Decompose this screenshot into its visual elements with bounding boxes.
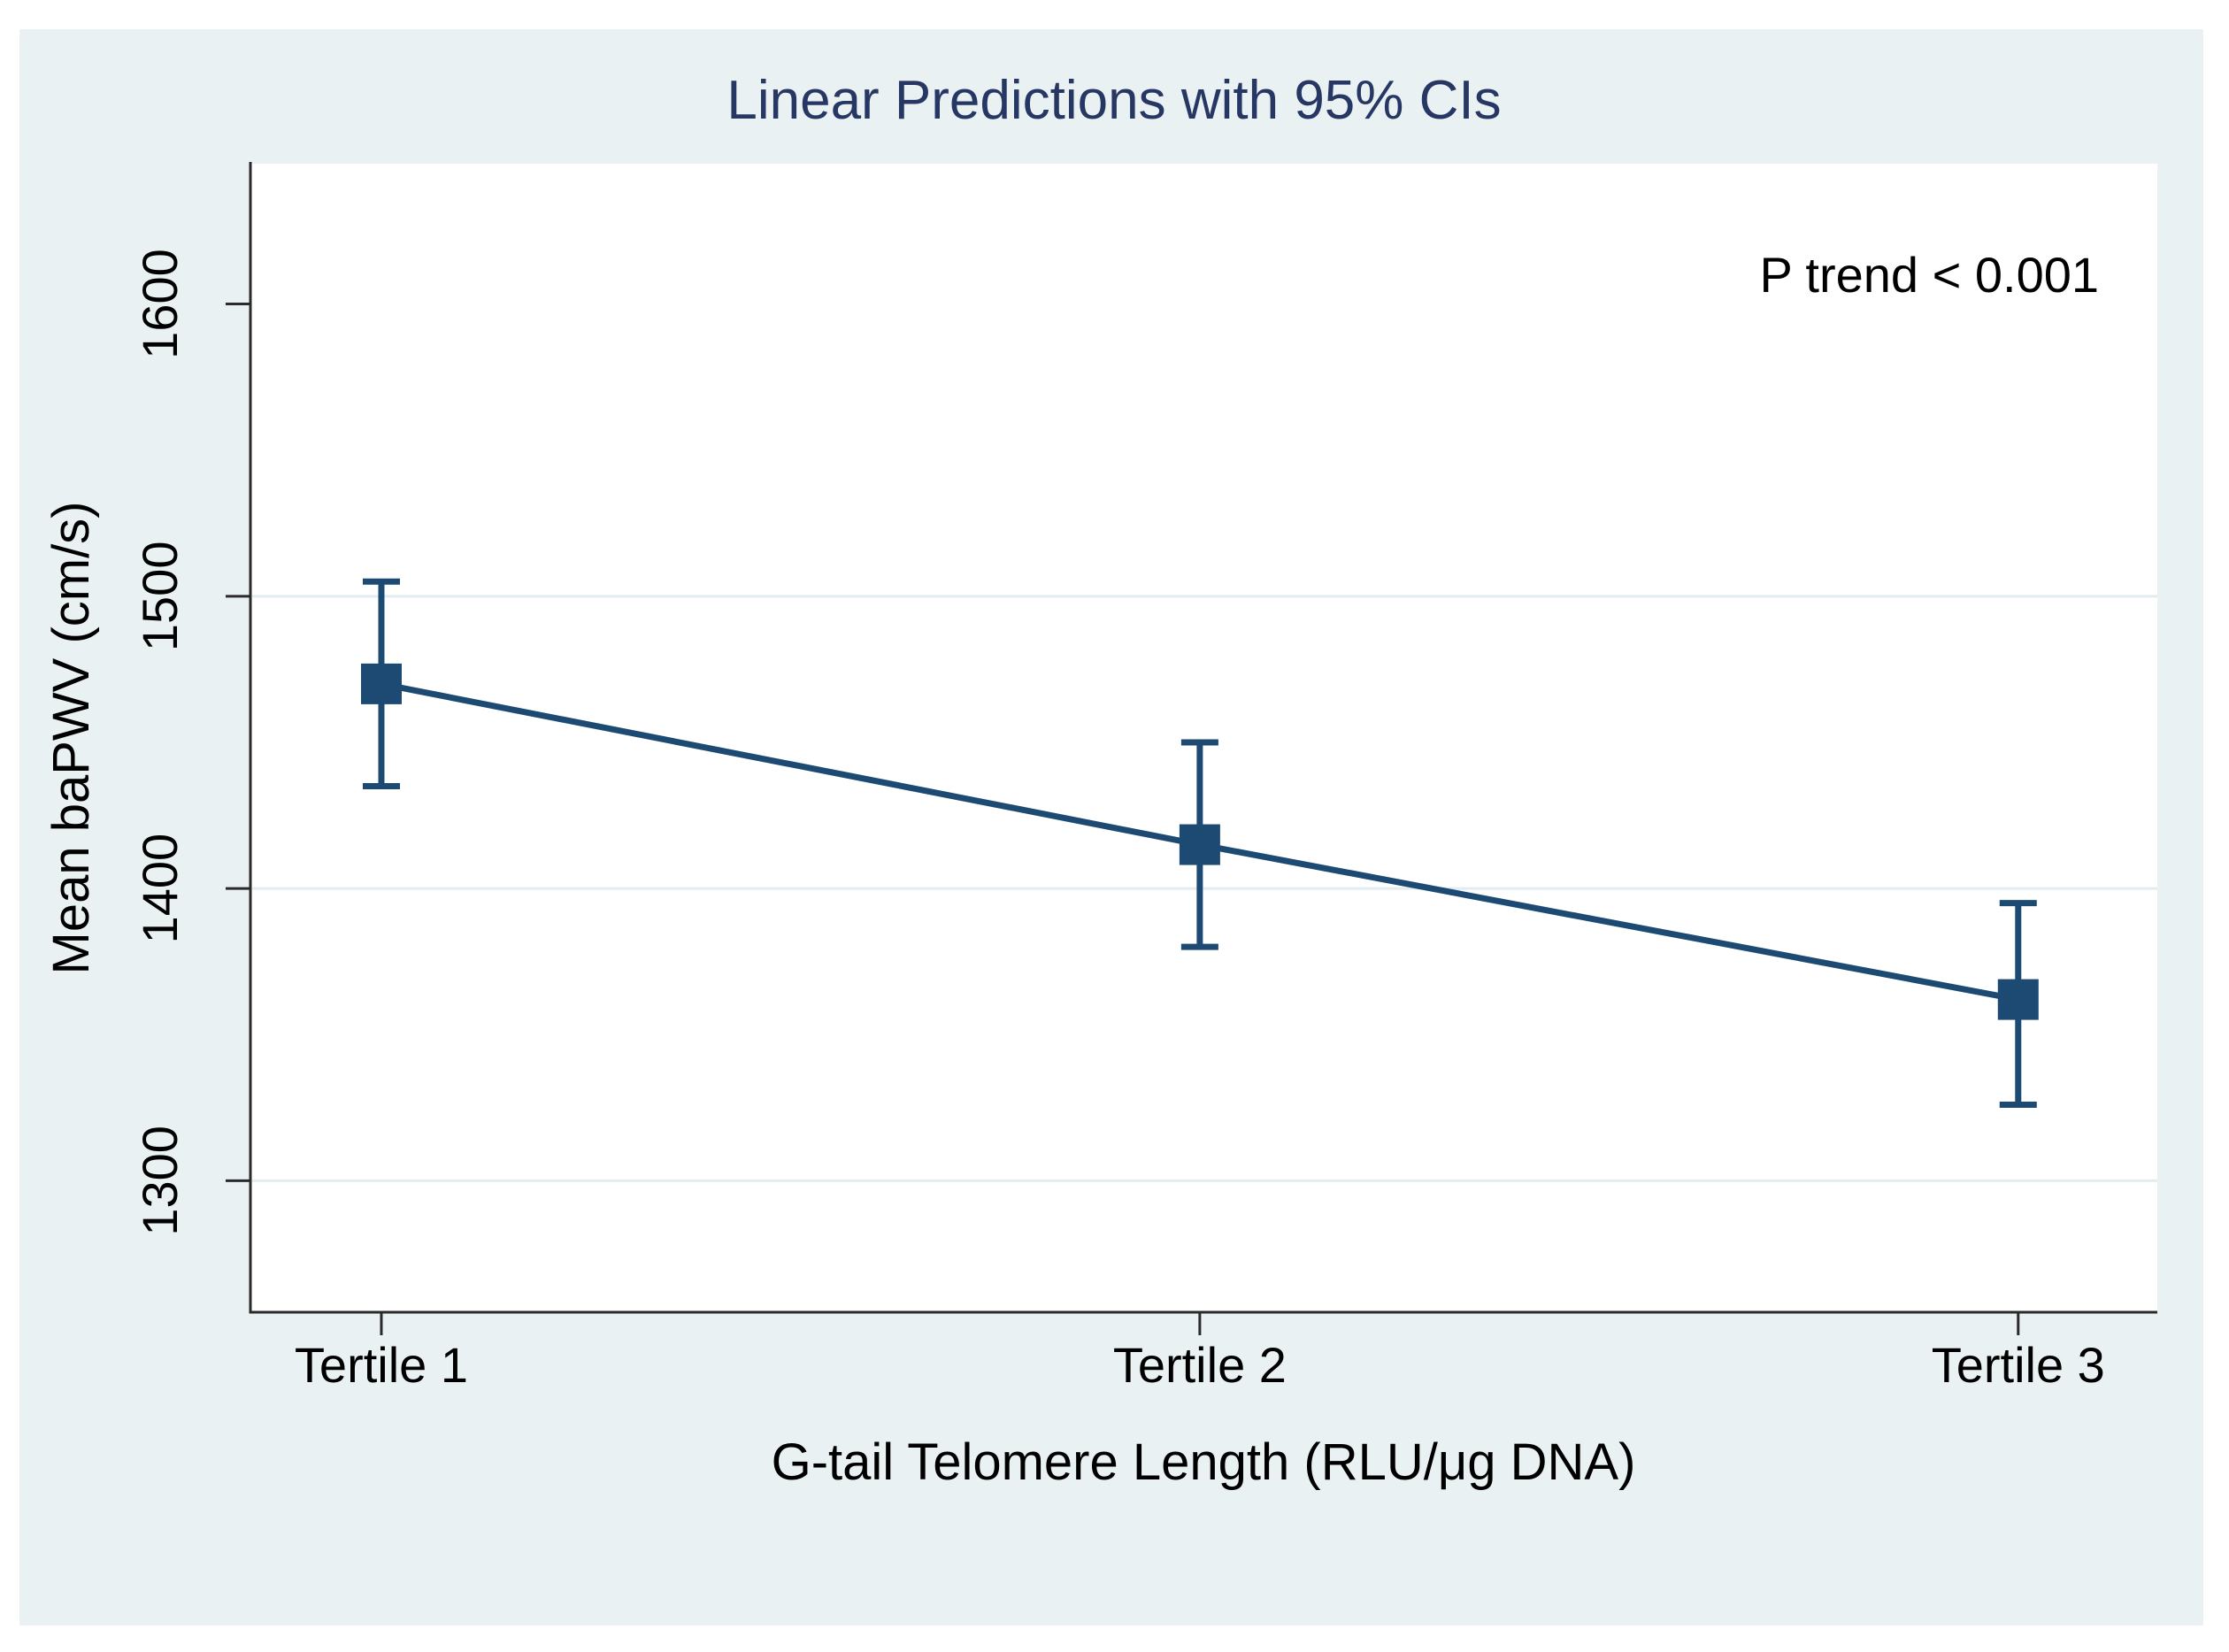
axis-ticks-layer	[226, 303, 2020, 1335]
markers-layer	[360, 663, 2039, 1020]
x-axis-title: G-tail Telomere Length (RLU/μg DNA)	[772, 1433, 1636, 1491]
p-trend-annotation: P trend < 0.001	[1760, 247, 2100, 303]
x-tick-label: Tertile 2	[1113, 1337, 1287, 1393]
plot-area	[250, 164, 2157, 1312]
y-tick-label: 1300	[132, 1126, 188, 1236]
x-tick-label: Tertile 1	[295, 1337, 468, 1393]
y-axis-title: Mean baPWV (cm/s)	[42, 502, 100, 975]
y-tick-label: 1400	[132, 834, 188, 944]
y-tick-label: 1500	[132, 542, 188, 652]
data-point-marker	[1179, 824, 1220, 865]
chart-title: Linear Predictions with 95% CIs	[726, 70, 1501, 131]
y-tick-label: 1600	[132, 249, 188, 359]
tick-labels-layer: 1300 1400 1500 1600 Tertile 1 Tertile 2 Tertil…	[132, 249, 2105, 1393]
gridlines-layer	[252, 595, 2157, 1182]
x-tick-label: Tertile 3	[1932, 1337, 2105, 1393]
data-point-marker	[1997, 979, 2039, 1020]
data-point-marker	[360, 663, 402, 704]
